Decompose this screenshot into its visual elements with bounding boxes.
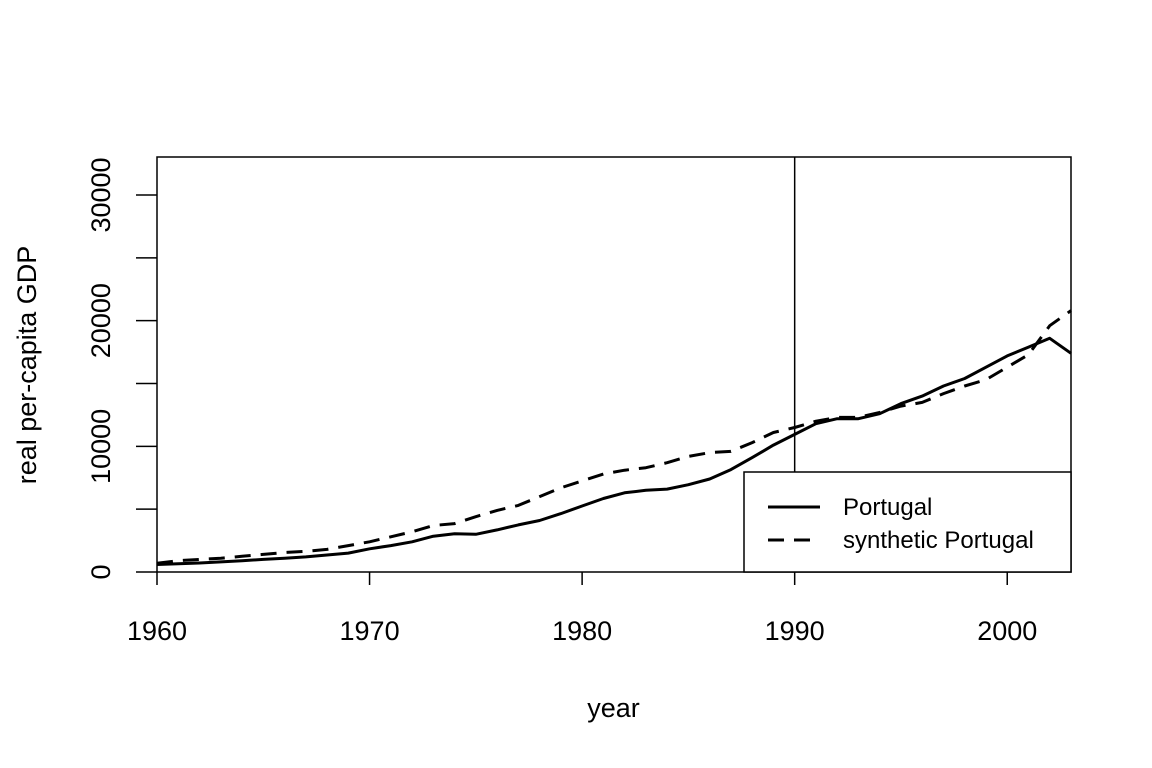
legend-label-portugal: Portugal: [843, 494, 932, 521]
y-axis-title: real per-capita GDP: [12, 246, 42, 485]
y-tick-label: 20000: [86, 283, 116, 358]
y-tick-label: 0: [86, 564, 116, 579]
x-tick-label: 1970: [340, 616, 400, 646]
legend-label-synthetic-portugal: synthetic Portugal: [843, 527, 1034, 554]
series-line-synthetic-portugal: [156, 309, 1072, 565]
y-tick-label: 30000: [86, 157, 116, 232]
series-line-portugal: [156, 336, 1072, 566]
x-tick-label: 1990: [765, 616, 825, 646]
x-tick-label: 1980: [552, 616, 612, 646]
x-axis-title: year: [587, 693, 640, 723]
legend-box: [743, 471, 1072, 573]
legend: Portugal synthetic Portugal: [743, 471, 1072, 573]
plot-frame: [156, 156, 1072, 573]
x-tick-label: 2000: [977, 616, 1037, 646]
y-tick-label: 10000: [86, 409, 116, 484]
x-tick-label: 1960: [127, 616, 187, 646]
